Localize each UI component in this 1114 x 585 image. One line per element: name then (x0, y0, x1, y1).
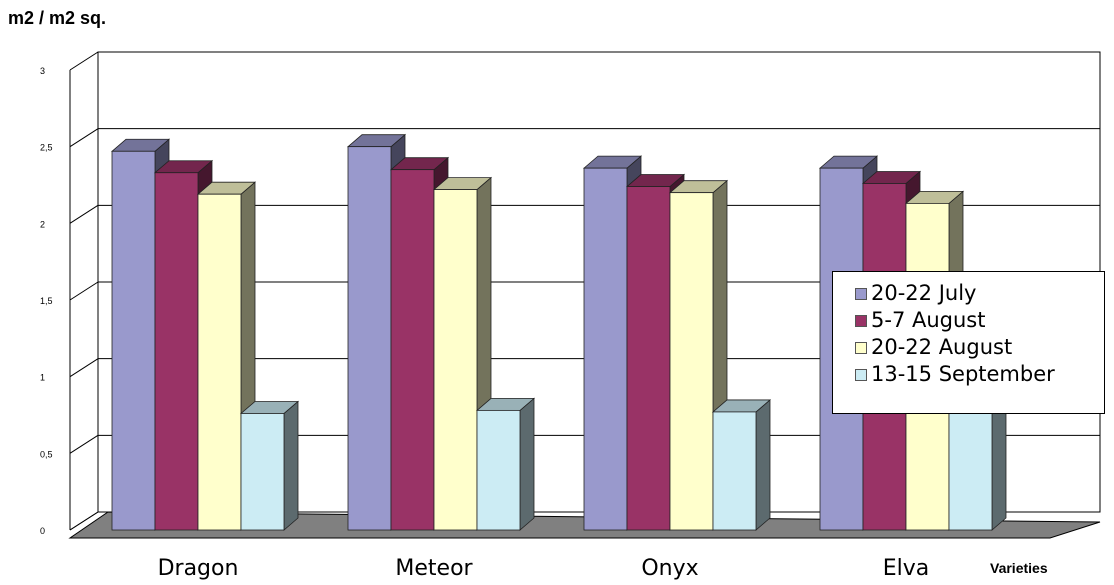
bar (433, 189, 478, 531)
bar-side (991, 397, 1007, 531)
bar (712, 411, 757, 531)
legend-item: 13-15 September (855, 361, 1104, 388)
gridline-diagonal (69, 128, 99, 148)
x-tick-label: Onyx (641, 556, 698, 581)
y-tick-label: 1 (40, 373, 45, 383)
y-tick-label: 3 (40, 66, 45, 76)
bar (111, 150, 156, 531)
bar-side (519, 397, 535, 531)
x-tick-label: Meteor (395, 556, 473, 581)
legend-label: 20-22 August (871, 335, 1013, 359)
legend-swatch (855, 341, 867, 354)
x-tick-label: Elva (883, 556, 930, 581)
legend-item: 20-22 July (855, 280, 1104, 307)
legend-label: 13-15 September (871, 362, 1055, 386)
gridline-diagonal (69, 358, 99, 378)
chart-legend: 20-22 July 5-7 August 20-22 August 13-15… (832, 271, 1105, 414)
bar (347, 146, 392, 531)
legend-label: 5-7 August (871, 308, 986, 332)
bar (626, 186, 671, 531)
gridline-diagonal (69, 511, 99, 531)
gridline-diagonal (69, 281, 99, 301)
bar-side (283, 400, 299, 531)
y-tick-label: 2 (40, 219, 45, 229)
bar (390, 169, 435, 531)
gridline-diagonal (69, 434, 99, 454)
legend-label: 20-22 July (871, 281, 977, 305)
gridline-diagonal (69, 51, 99, 71)
x-axis-title: Varieties (990, 560, 1048, 576)
bar (240, 413, 285, 531)
legend-swatch (855, 287, 867, 300)
gridline-diagonal (69, 204, 99, 224)
legend-swatch (855, 314, 867, 327)
y-tick-label: 2,5 (40, 143, 53, 153)
legend-item: 20-22 August (855, 334, 1104, 361)
y-tick-label: 1,5 (40, 296, 53, 306)
bar (476, 409, 521, 531)
y-tick-label: 0 (40, 526, 45, 536)
y-tick-label: 0,5 (40, 449, 53, 459)
bar (669, 192, 714, 531)
bar (583, 167, 628, 531)
x-tick-label: Dragon (158, 556, 239, 581)
bar-side (755, 399, 771, 531)
bar (948, 409, 993, 531)
legend-item: 5-7 August (855, 307, 1104, 334)
bar (154, 172, 199, 531)
y-axis-title: m2 / m2 sq. (8, 8, 107, 28)
legend-swatch (855, 368, 867, 381)
bar (197, 193, 242, 531)
